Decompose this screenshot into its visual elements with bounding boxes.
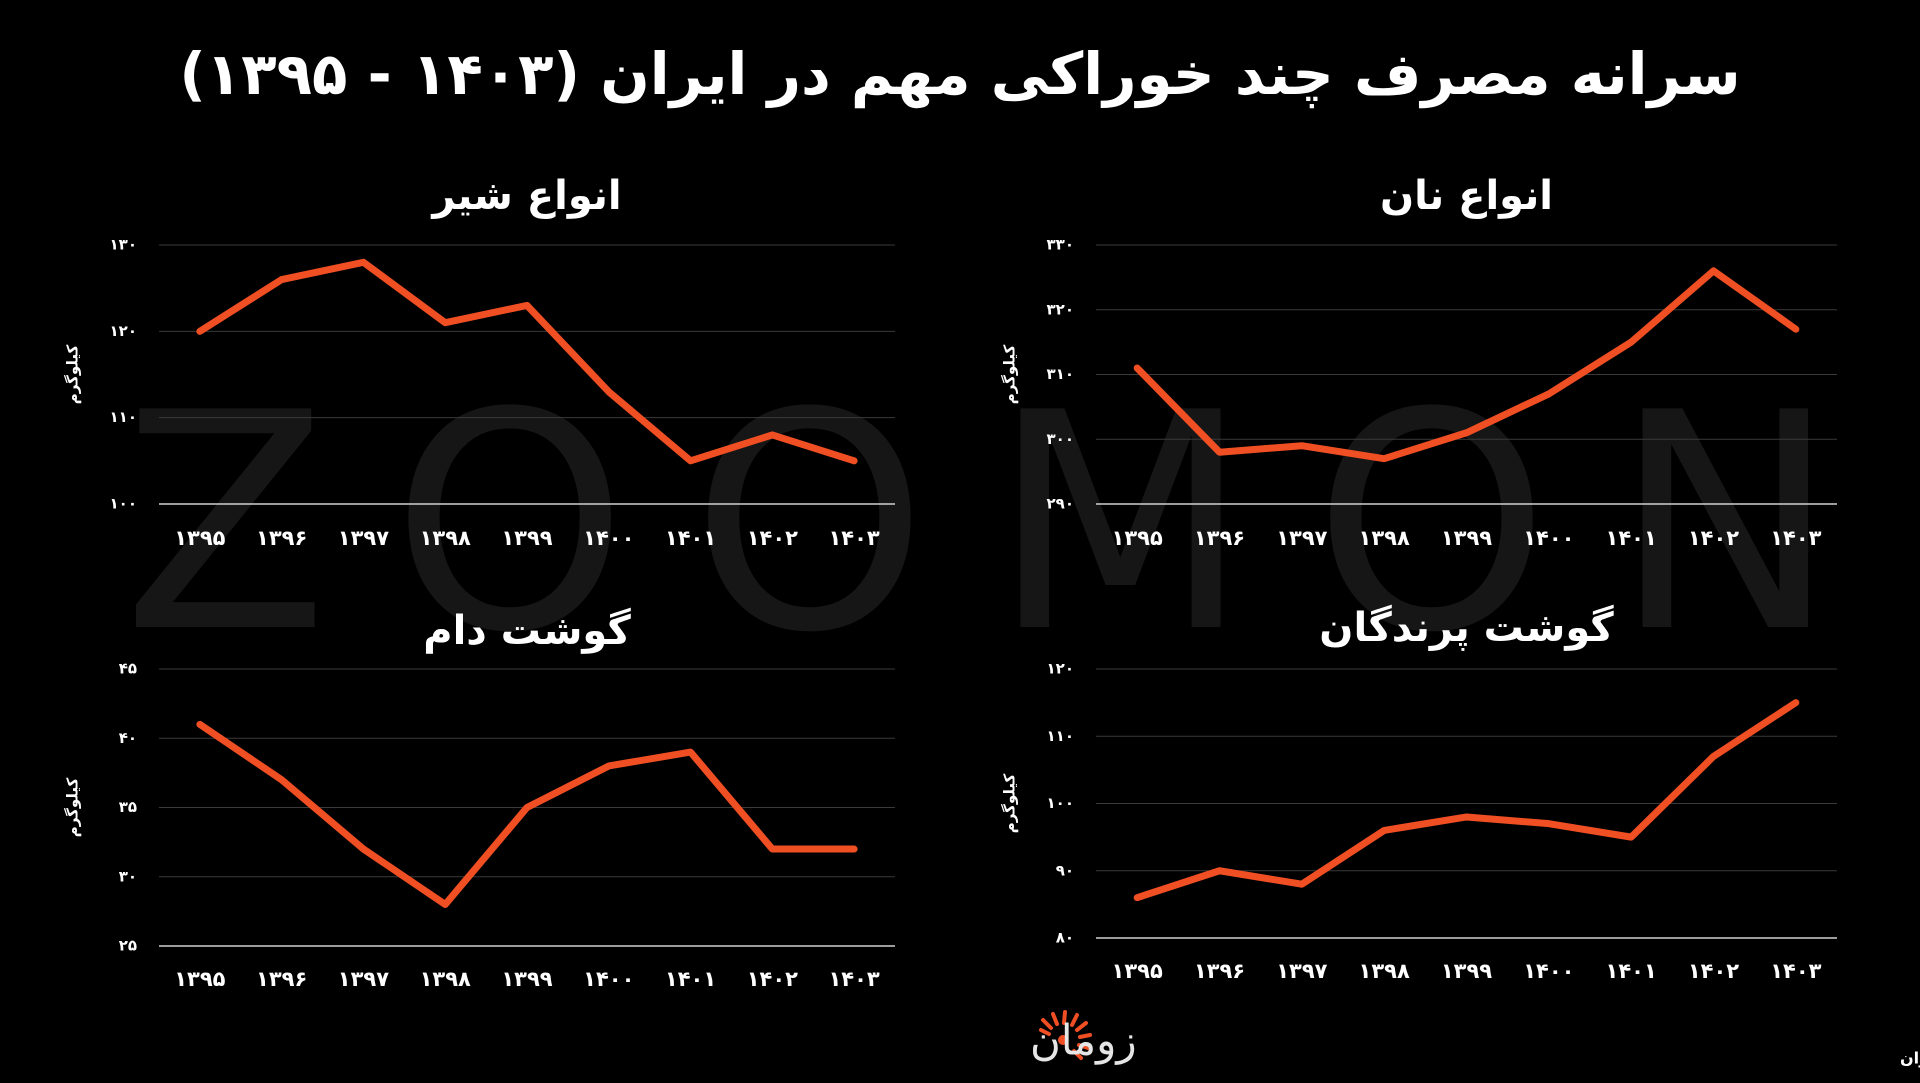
x-tick-label: ۱۴۰۱ [1606, 526, 1657, 550]
y-tick-label: ۲۵ [119, 937, 137, 955]
y-tick-label: ۳۰۰ [1047, 430, 1074, 448]
x-tick-label: ۱۴۰۳ [1770, 526, 1821, 550]
source-note: منبع داده: بانک مرکزی ایران [1900, 1049, 1920, 1068]
chart-title: گوشت پرندگان [1319, 604, 1614, 651]
x-tick-label: ۱۳۹۸ [1359, 526, 1410, 550]
y-tick-label: ۱۲۰ [110, 322, 137, 340]
brand-logo [1039, 1010, 1092, 1060]
x-tick-label: ۱۴۰۲ [747, 526, 798, 550]
data-line [196, 720, 858, 908]
y-axis-label: کیلوگرم [64, 345, 82, 405]
x-tick-label: ۱۳۹۵ [174, 967, 225, 991]
chart-panel: انواع شیر کیلوگرم ۱۰۰ ۱۱۰ ۱۲۰ ۱۳۰ ۱۳۹۵ ۱۳۹۶ ۱۳۹۷… [64, 173, 895, 550]
chart-title: انواع نان [1380, 173, 1553, 219]
chart-panel: گوشت دام کیلوگرم ۲۵ ۳۰ ۳۵ ۴۰ ۴۵ ۱۳۹۵ ۱۳۹۶ ۱۳۹۷ ۱۳۹… [64, 607, 895, 991]
chart-panel: گوشت پرندگان کیلوگرم ۸۰ ۹۰ ۱۰۰ ۱۱۰ ۱۲۰ ۱۳۹۵ ۱۳۹۶… [1001, 604, 1837, 983]
x-tick-label: ۱۴۰۰ [1523, 526, 1574, 550]
y-tick-label: ۱۱۰ [110, 408, 137, 426]
x-tick-label: ۱۴۰۱ [1606, 959, 1657, 983]
x-tick-label: ۱۴۰۳ [828, 526, 879, 550]
x-tick-label: ۱۳۹۹ [501, 967, 552, 991]
y-tick-label: ۹۰ [1056, 861, 1074, 879]
x-tick-label: ۱۳۹۶ [1194, 526, 1245, 550]
data-line [196, 258, 858, 465]
y-tick-label: ۱۲۰ [1047, 660, 1074, 678]
y-tick-label: ۴۵ [119, 660, 137, 678]
x-tick-label: ۱۳۹۷ [1276, 526, 1327, 550]
x-tick-label: ۱۴۰۱ [665, 967, 716, 991]
logo-rays [1039, 1010, 1092, 1060]
chart-title: گوشت دام [423, 607, 631, 654]
y-tick-label: ۳۰ [119, 867, 137, 885]
data-line [1133, 267, 1800, 463]
data-line [1133, 699, 1800, 902]
y-axis-label: کیلوگرم [64, 778, 82, 838]
y-tick-label: ۳۳۰ [1047, 236, 1074, 254]
y-axis-label: کیلوگرم [1001, 345, 1019, 405]
y-tick-label: ۱۳۰ [110, 236, 137, 254]
y-tick-label: ۴۰ [119, 729, 137, 747]
logo-dot [1058, 1035, 1068, 1045]
x-tick-label: ۱۳۹۸ [420, 526, 471, 550]
x-tick-label: ۱۴۰۰ [583, 967, 634, 991]
y-tick-label: ۸۰ [1056, 929, 1074, 947]
chart-panel: انواع نان کیلوگرم ۲۹۰ ۳۰۰ ۳۱۰ ۳۲۰ ۳۳۰ ۱۳۹۵ ۱۳۹۶ ۱… [1001, 173, 1837, 550]
x-tick-label: ۱۳۹۸ [1359, 959, 1410, 983]
x-tick-label: ۱۳۹۵ [1112, 526, 1163, 550]
x-tick-label: ۱۳۹۹ [1441, 526, 1492, 550]
x-tick-label: ۱۳۹۷ [338, 967, 389, 991]
x-tick-label: ۱۳۹۶ [256, 526, 307, 550]
x-tick-label: ۱۴۰۰ [1523, 959, 1574, 983]
y-tick-label: ۳۱۰ [1047, 365, 1074, 383]
y-tick-label: ۳۵ [119, 798, 137, 816]
x-tick-label: ۱۳۹۵ [174, 526, 225, 550]
x-tick-label: ۱۳۹۸ [420, 967, 471, 991]
x-tick-label: ۱۳۹۷ [338, 526, 389, 550]
main-title: سرانه مصرف چند خوراکی مهم در ایران (۱۴۰۳… [179, 40, 1740, 109]
x-tick-label: ۱۳۹۶ [1194, 959, 1245, 983]
chart-title: انواع شیر [430, 173, 621, 219]
x-tick-label: ۱۴۰۱ [665, 526, 716, 550]
x-tick-label: ۱۴۰۲ [1688, 959, 1739, 983]
x-tick-label: ۱۴۰۰ [583, 526, 634, 550]
x-tick-label: ۱۳۹۹ [501, 526, 552, 550]
y-axis-label: کیلوگرم [1001, 774, 1019, 834]
x-tick-label: ۱۳۹۶ [256, 967, 307, 991]
x-tick-label: ۱۳۹۷ [1276, 959, 1327, 983]
y-tick-label: ۱۱۰ [1047, 727, 1074, 745]
y-tick-label: ۱۰۰ [1047, 794, 1074, 812]
x-tick-label: ۱۳۹۹ [1441, 959, 1492, 983]
x-tick-label: ۱۴۰۲ [1688, 526, 1739, 550]
x-tick-label: ۱۴۰۳ [1770, 959, 1821, 983]
y-tick-label: ۳۲۰ [1047, 300, 1074, 318]
x-tick-label: ۱۳۹۵ [1112, 959, 1163, 983]
y-tick-label: ۱۰۰ [110, 495, 137, 513]
x-tick-label: ۱۴۰۲ [747, 967, 798, 991]
brand-name: زومان [1030, 1016, 1137, 1065]
x-tick-label: ۱۴۰۳ [828, 967, 879, 991]
y-tick-label: ۲۹۰ [1047, 495, 1074, 513]
